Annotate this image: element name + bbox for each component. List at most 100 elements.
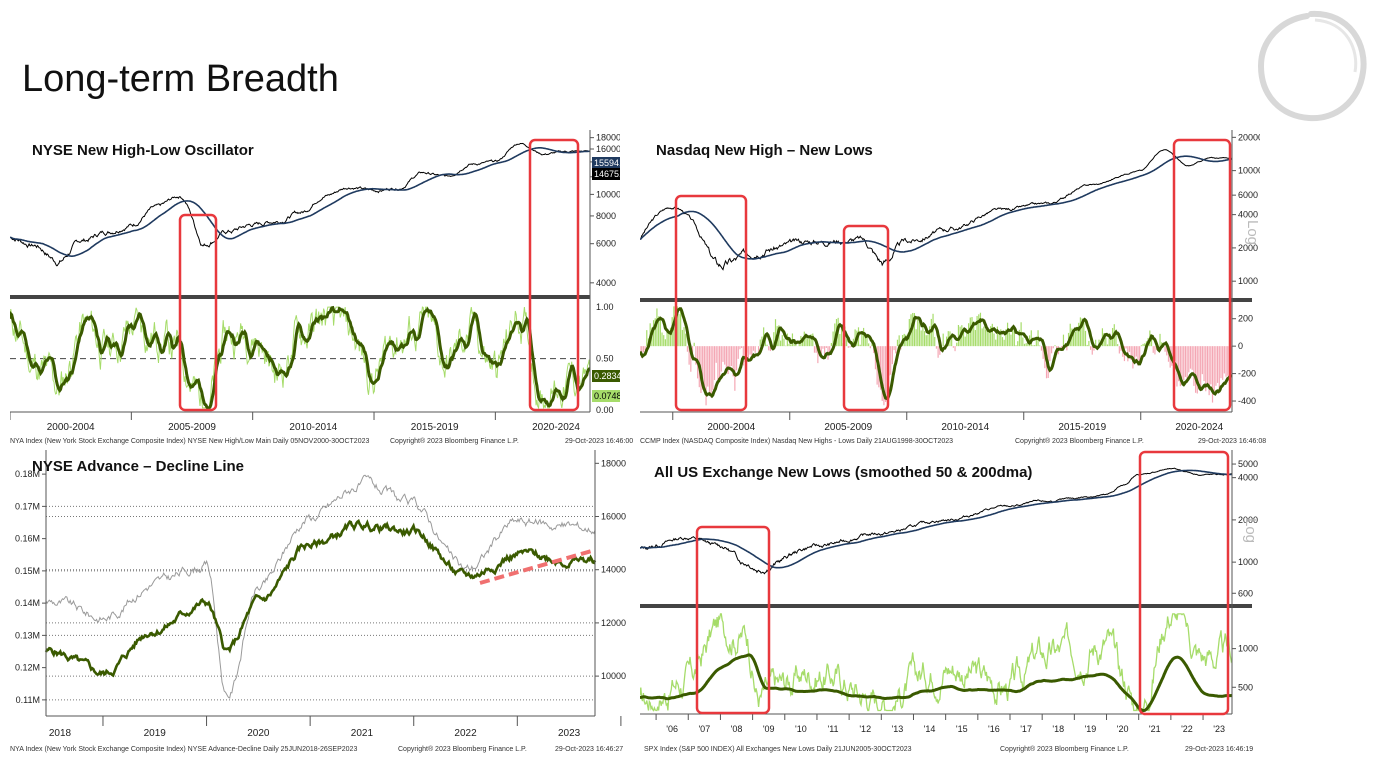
chart-us-lows: 5000 4000 2000 1000 600 1000 500 Log '06 '07 '08 '0… [639, 450, 1259, 734]
y-tick-label-left: 0.15M [15, 566, 40, 576]
x-tick-label: 2020 [247, 728, 270, 739]
x-tick-label: 2021 [351, 728, 374, 739]
x-tick-label: 2015-2019 [1058, 422, 1106, 433]
y-tick-label: 8000 [596, 211, 616, 221]
x-tick-label: '11 [828, 724, 839, 734]
x-tick-label: '21 [1149, 724, 1161, 734]
y-tick-label: 20000 [1238, 132, 1260, 142]
axis-tag-log: Log [1244, 220, 1260, 245]
x-tick-label: 2005-2009 [168, 422, 216, 433]
y-tick-label-right: 18000 [601, 458, 626, 468]
x-tick-label: 2020-2024 [1175, 422, 1223, 433]
footer-copyright: Copyright® 2023 Bloomberg Finance L.P. [398, 746, 527, 753]
y-tick-label-right: 12000 [601, 618, 626, 628]
x-tick-label: 2023 [558, 728, 581, 739]
x-tick-label: '14 [924, 724, 936, 734]
slide-title: Long-term Breadth [22, 58, 339, 100]
last-osc-light-label-bg [592, 390, 620, 402]
footer-copyright: Copyright® 2023 Bloomberg Finance L.P. [1000, 746, 1129, 753]
series-nya-price [45, 474, 596, 699]
y-tick-label: 200 [1238, 314, 1253, 324]
y-tick-label: -400 [1238, 396, 1256, 406]
series-price [639, 149, 1233, 271]
y-tick-label: 2000 [1238, 243, 1258, 253]
footer-timestamp: 29-Oct-2023 16:46:27 [555, 746, 624, 753]
y-tick-label-left: 0.13M [15, 630, 40, 640]
x-tick-label: '23 [1213, 724, 1225, 734]
last-osc-dark-label-bg [592, 370, 620, 382]
panel-title: NYSE Advance – Decline Line [32, 458, 245, 475]
y-tick-label: 4000 [596, 278, 616, 288]
series-lows-50dma [639, 613, 1233, 712]
y-tick-label: 600 [1238, 588, 1253, 598]
chart-nyse-ad: 0.18M 0.17M 0.16M 0.15M 0.14M 0.13M 0.12M 0.11M… [15, 450, 626, 739]
footer-left: SPX Index (S&P 500 INDEX) All Exchanges … [644, 746, 912, 753]
panel-divider [640, 298, 1252, 302]
y-tick-label: 0.50 [596, 354, 614, 364]
x-tick-label: '22 [1181, 724, 1193, 734]
footer-left: CCMP Index (NASDAQ Composite Index) Nasd… [640, 438, 954, 445]
y-tick-label-right: 16000 [601, 512, 626, 522]
y-tick-label: 6000 [596, 239, 616, 249]
y-tick-label: 2000 [1238, 515, 1258, 525]
y-tick-label: 500 [1238, 682, 1253, 692]
x-tick-label: '07 [698, 724, 710, 734]
x-tick-label: 2018 [49, 728, 72, 739]
series-price [639, 467, 1232, 575]
y-tick-label: 1000 [1238, 276, 1258, 286]
series-ma [639, 155, 1233, 260]
y-tick-label-left: 0.17M [15, 501, 40, 511]
panel-divider [640, 604, 1252, 608]
y-tick-label-right: 14000 [601, 565, 626, 575]
footer-timestamp: 29-Oct-2023 16:46:08 [1198, 438, 1267, 445]
panel-nyse-ad: 0.18M 0.17M 0.16M 0.15M 0.14M 0.13M 0.12M 0.11M… [10, 450, 630, 760]
footer-copyright: Copyright® 2023 Bloomberg Finance L.P. [390, 438, 519, 445]
footer-left: NYA Index (New York Stock Exchange Compo… [10, 746, 358, 753]
y-tick-label-left: 0.11M [16, 695, 40, 705]
last-ma-label-bg [592, 168, 620, 180]
y-tick-label: 0.00 [596, 405, 614, 415]
y-tick-label: 1000 [1238, 644, 1258, 654]
last-osc-light-label: 0.0748 [594, 391, 620, 401]
y-tick-label: 5000 [1238, 459, 1258, 469]
x-tick-label: 2022 [454, 728, 477, 739]
y-tick-label: 10000 [1238, 166, 1260, 176]
y-tick-label-left: 0.12M [15, 663, 40, 673]
y-tick-label-right: 10000 [601, 671, 626, 681]
last-ma-label: 14675.78 [594, 169, 620, 179]
highlight-box-2008 [178, 213, 218, 412]
panel-nyse-hl: 18000160001400012000100008000600040001.0… [8, 130, 633, 450]
panel-title: All US Exchange New Lows (smoothed 50 & … [654, 464, 1033, 481]
decorative-circle-icon [1257, 10, 1367, 122]
x-tick-label: 2005-2009 [824, 422, 872, 433]
x-tick-label: '15 [956, 724, 968, 734]
x-tick-label: 2019 [144, 728, 167, 739]
footer-left: NYA Index (New York Stock Exchange Compo… [10, 438, 370, 445]
highlight-box-2022 [528, 138, 580, 412]
chart-nasdaq-hl: 200001000060004000200010002000-200-400Lo… [638, 130, 1263, 433]
y-tick-label: 6000 [1238, 190, 1258, 200]
panel-divider [10, 295, 590, 299]
footer-timestamp: 29-Oct-2023 16:46:19 [1185, 746, 1254, 753]
series-hl-smoothed [638, 307, 1232, 401]
highlight-box-2022 [1138, 450, 1230, 716]
series-lows-200dma [640, 653, 1233, 712]
y-tick-label: 18000 [596, 133, 620, 143]
y-tick-label-left: 0.14M [15, 598, 40, 608]
x-tick-label: '13 [892, 724, 904, 734]
highlight-box-2022 [1172, 138, 1232, 412]
x-tick-label: '16 [988, 724, 1000, 734]
y-tick-label: 1000 [1238, 557, 1258, 567]
x-tick-label: 2000-2004 [707, 422, 755, 433]
x-tick-label: '06 [666, 724, 678, 734]
y-tick-label-left: 0.18M [15, 469, 40, 479]
footer-timestamp: 29-Oct-2023 16:46:00 [565, 438, 634, 445]
x-tick-label: 2015-2019 [411, 422, 459, 433]
x-tick-label: '19 [1085, 724, 1097, 734]
y-tick-label: 4000 [1238, 210, 1258, 220]
x-tick-label: '17 [1020, 724, 1032, 734]
x-tick-label: '12 [859, 724, 871, 734]
series-osc-dark [8, 305, 591, 410]
y-tick-label: 0 [1238, 341, 1243, 351]
panel-title: Nasdaq New High – New Lows [656, 142, 873, 159]
